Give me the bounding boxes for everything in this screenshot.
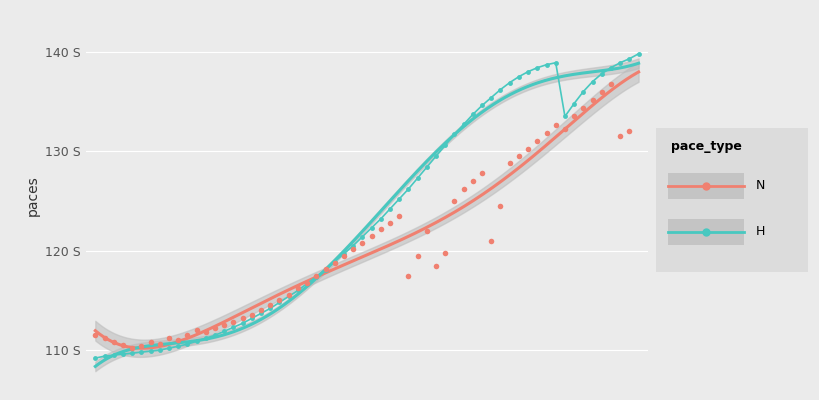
Point bbox=[282, 292, 295, 299]
Point bbox=[319, 266, 332, 272]
Point bbox=[530, 138, 543, 144]
Point bbox=[373, 226, 387, 232]
Bar bbox=[667, 173, 743, 198]
Point bbox=[410, 252, 423, 259]
Point bbox=[447, 198, 460, 204]
Point bbox=[364, 232, 378, 239]
Point bbox=[475, 170, 488, 176]
Point bbox=[254, 307, 267, 314]
Text: N: N bbox=[755, 179, 765, 192]
Point bbox=[199, 329, 212, 336]
Point bbox=[576, 105, 589, 112]
Point bbox=[190, 327, 203, 334]
Point bbox=[484, 238, 497, 244]
Point bbox=[456, 186, 469, 192]
Point bbox=[466, 178, 479, 184]
Point bbox=[383, 220, 396, 226]
Point bbox=[144, 339, 157, 346]
Point bbox=[301, 279, 314, 286]
Point bbox=[125, 345, 138, 351]
Point bbox=[631, 4, 645, 10]
Point bbox=[337, 252, 350, 259]
Point bbox=[346, 246, 360, 252]
Point bbox=[273, 297, 286, 304]
Point bbox=[88, 332, 102, 338]
Point bbox=[613, 133, 626, 140]
Point bbox=[208, 325, 221, 332]
Point bbox=[512, 153, 525, 160]
Point bbox=[153, 341, 166, 347]
Text: H: H bbox=[755, 225, 765, 238]
Point bbox=[291, 285, 304, 292]
Point bbox=[549, 122, 562, 128]
Bar bbox=[667, 219, 743, 245]
Point bbox=[134, 343, 147, 349]
Point bbox=[392, 213, 405, 219]
Point bbox=[586, 96, 599, 103]
Point bbox=[355, 240, 369, 246]
Point bbox=[310, 272, 323, 279]
Text: pace_type: pace_type bbox=[671, 140, 741, 152]
Point bbox=[236, 315, 249, 322]
Point bbox=[97, 335, 111, 342]
Point bbox=[558, 126, 571, 132]
Point bbox=[429, 262, 442, 269]
Point bbox=[622, 128, 636, 134]
Point bbox=[503, 160, 516, 166]
Y-axis label: paces: paces bbox=[26, 176, 40, 216]
Point bbox=[227, 319, 240, 326]
Point bbox=[264, 302, 277, 309]
Point bbox=[217, 322, 230, 328]
Point bbox=[604, 80, 617, 87]
Point bbox=[107, 339, 120, 346]
Point bbox=[245, 312, 258, 318]
Point bbox=[181, 332, 194, 338]
Point bbox=[162, 335, 175, 342]
Point bbox=[419, 228, 432, 234]
Point bbox=[567, 113, 580, 120]
Point bbox=[539, 130, 552, 136]
Point bbox=[171, 337, 184, 344]
Point bbox=[328, 260, 341, 266]
Point bbox=[521, 146, 534, 152]
Point bbox=[595, 88, 608, 95]
Point bbox=[438, 250, 451, 256]
Point bbox=[401, 272, 414, 279]
Point bbox=[493, 203, 506, 209]
Point bbox=[116, 342, 129, 348]
